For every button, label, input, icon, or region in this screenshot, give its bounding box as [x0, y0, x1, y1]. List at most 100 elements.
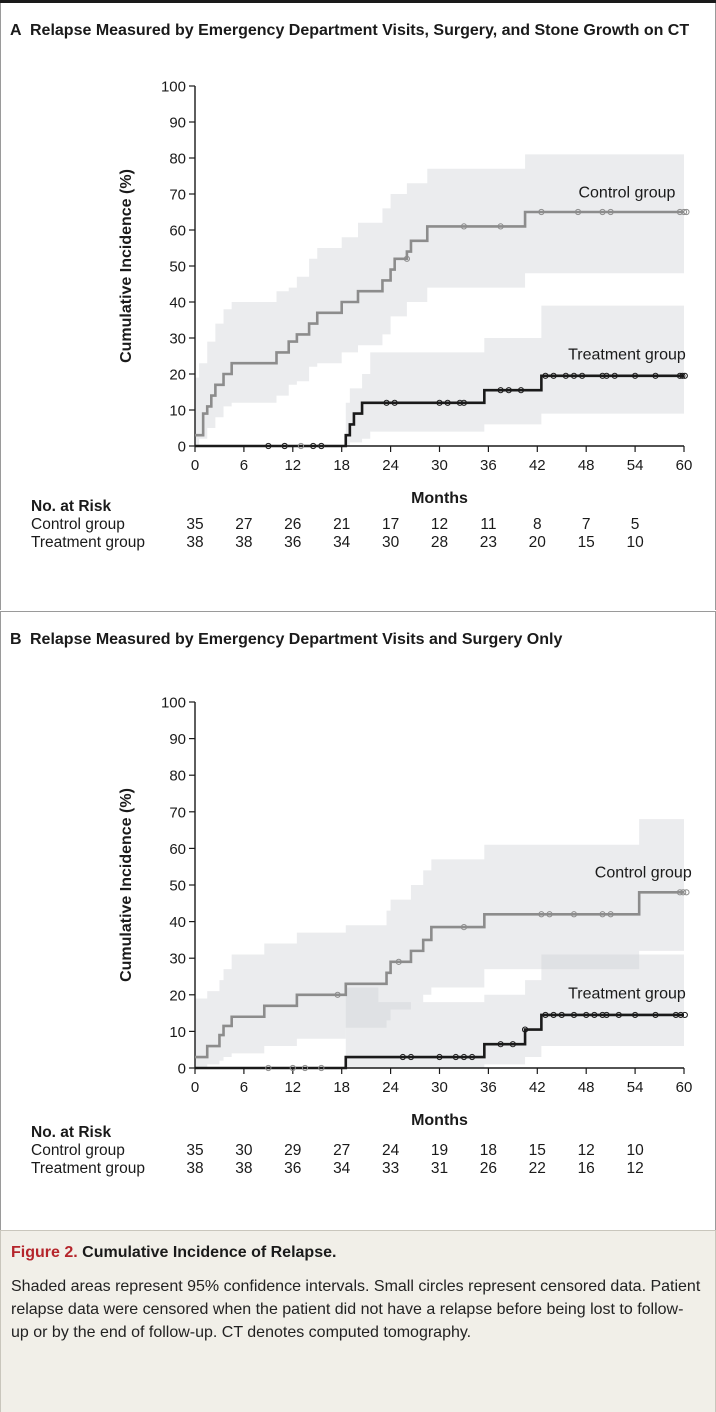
chart-b-y-axis-label: Cumulative Incidence (%): [118, 788, 135, 982]
chart-b-censor-mark: [676, 889, 684, 896]
risk-cell: 38: [235, 1160, 253, 1177]
chart-b-ci-band-treatment-group: [345, 954, 684, 1068]
chart-a-censor-mark: [676, 208, 684, 216]
risk-cell: 35: [186, 516, 204, 533]
chart-a-ci-band-control-group: [195, 154, 684, 446]
chart-a-censor-mark: [683, 208, 690, 216]
chart-a-x-tick-label: 30: [431, 457, 448, 474]
chart-b-censor-mark: [677, 1011, 684, 1019]
chart-b-y-tick-label: 60: [169, 841, 186, 858]
chart-b-censor-mark: [460, 1053, 468, 1061]
chart-a-censor-mark: [444, 399, 451, 406]
chart-b-x-tick-label: 30: [431, 1079, 448, 1096]
risk-table-row: Treatment group 38 38 36 34 30 28 23 20 15 10: [31, 534, 644, 552]
chart-b-censor-mark: [538, 911, 545, 918]
chart-a-censor-mark: [603, 372, 610, 379]
chart-b-curve-control-group: [195, 891, 684, 1059]
chart-b-censor-mark: [407, 1053, 415, 1061]
chart-b-y-tick-label: 50: [169, 878, 186, 895]
risk-cell: 30: [235, 1142, 253, 1159]
chart-a-censor-mark: [652, 372, 659, 379]
caption-title-text: Cumulative Incidence of Relapse.: [82, 1244, 337, 1261]
chart-b-x-tick-label: 36: [480, 1079, 497, 1096]
chart-a-censor-mark: [391, 399, 398, 406]
risk-cell: 36: [284, 534, 302, 551]
chart-b-y-tick-label: 100: [161, 695, 186, 712]
chart-a-censor-mark: [611, 372, 618, 379]
chart-b-censor-mark: [603, 1011, 610, 1019]
chart-a-censor-mark: [403, 255, 410, 262]
chart-b-censor-mark: [318, 1064, 325, 1072]
chart-a-x-tick-label: 6: [240, 457, 248, 474]
panel-a-letter: A: [10, 22, 22, 39]
chart-a-censor-mark: [538, 208, 545, 216]
chart-b-censor-mark: [683, 889, 690, 896]
chart-b-censor-mark: [542, 1011, 549, 1019]
chart-b-x-tick-label: 24: [382, 1079, 399, 1096]
risk-cell: 24: [381, 1142, 400, 1159]
risk-table-row: Control group 35 27 26 21 17 12 11 8 7 5: [31, 516, 639, 534]
risk-cell: 23: [479, 534, 498, 551]
risk-cell: 22: [528, 1160, 546, 1177]
chart-a-censor-mark: [607, 208, 614, 216]
chart-a-y-tick-label: 10: [169, 403, 186, 420]
chart-a-censor-mark: [318, 442, 325, 450]
chart-a-x-axis-label: Months: [411, 490, 468, 507]
chart-b-censor-mark: [615, 1011, 622, 1019]
chart-a-x-tick-label: 24: [382, 457, 399, 474]
chart-a-censor-mark: [265, 442, 272, 450]
chart-b-censor-mark: [607, 911, 614, 918]
chart-b-series-label: Treatment group: [568, 985, 686, 1002]
risk-cell: 19: [430, 1142, 449, 1159]
chart-a-x-tick-label: 42: [529, 457, 546, 474]
chart-b-censor-mark: [632, 1011, 639, 1019]
risk-cell: 35: [186, 1142, 204, 1159]
chart-b-y-tick-label: 90: [169, 731, 186, 748]
risk-cell: 15: [577, 534, 595, 551]
chart-b-x-tick-label: 42: [529, 1079, 546, 1096]
chart-b-censor-mark: [521, 1026, 529, 1033]
panel-a-risk-table: No. at Risk Control group 35 27 26 21 17 12 11 8 7…: [31, 498, 644, 552]
chart-b-censor-mark: [680, 889, 687, 896]
chart-a-series-label: Control group: [578, 185, 675, 202]
chart-a-censor-mark: [281, 442, 288, 450]
risk-cell: 15: [528, 1142, 546, 1159]
risk-cell: 12: [430, 516, 449, 533]
risk-cell: 27: [235, 516, 253, 533]
risk-cell: 31: [430, 1160, 449, 1177]
chart-a-censor-mark: [310, 442, 317, 450]
risk-cell: 38: [186, 534, 204, 551]
risk-cell: 29: [284, 1142, 302, 1159]
risk-cell: 36: [284, 1160, 302, 1177]
chart-a-censor-mark: [579, 372, 586, 379]
chart-b-y-tick-label: 0: [178, 1061, 186, 1078]
chart-a-censor-mark: [599, 372, 606, 379]
panel-a-title: A Relapse Measured by Emergency Departmen…: [10, 21, 689, 41]
risk-cell: 12: [626, 1160, 644, 1177]
chart-b-censor-mark: [452, 1053, 459, 1061]
risk-row-label: Treatment group: [31, 1160, 146, 1177]
risk-cell: 20: [528, 534, 546, 551]
panel-b-title-text: Relapse Measured by Emergency Department…: [30, 631, 563, 648]
chart-a-x-tick-label: 18: [333, 457, 350, 474]
chart-a-ci-band-treatment-group: [345, 305, 684, 446]
risk-cell: 38: [186, 1160, 204, 1177]
risk-cell: 5: [630, 516, 640, 533]
chart-a-x-tick-label: 12: [284, 457, 301, 474]
risk-cell: 12: [577, 1142, 595, 1159]
risk-cell: 10: [626, 534, 644, 551]
chart-a-y-tick-label: 0: [178, 439, 186, 456]
chart-b-x-tick-label: 6: [240, 1079, 248, 1096]
chart-b-censor-mark: [334, 991, 341, 998]
caption-figure-label: Figure 2.: [11, 1244, 78, 1261]
chart-a-x-tick-label: 48: [578, 457, 595, 474]
chart-a-censor-mark: [632, 372, 639, 379]
chart-b-censor-mark: [599, 911, 606, 918]
chart-b-x-tick-label: 0: [191, 1079, 199, 1096]
chart-a-y-tick-label: 70: [169, 187, 186, 204]
chart-b-censor-mark: [546, 911, 553, 918]
panel-b-title: B Relapse Measured by Emergency Departmen…: [10, 630, 562, 650]
risk-cell: 30: [381, 534, 400, 551]
chart-a-censor-mark: [497, 387, 504, 394]
chart-a-y-axis-label: Cumulative Incidence (%): [118, 169, 135, 363]
